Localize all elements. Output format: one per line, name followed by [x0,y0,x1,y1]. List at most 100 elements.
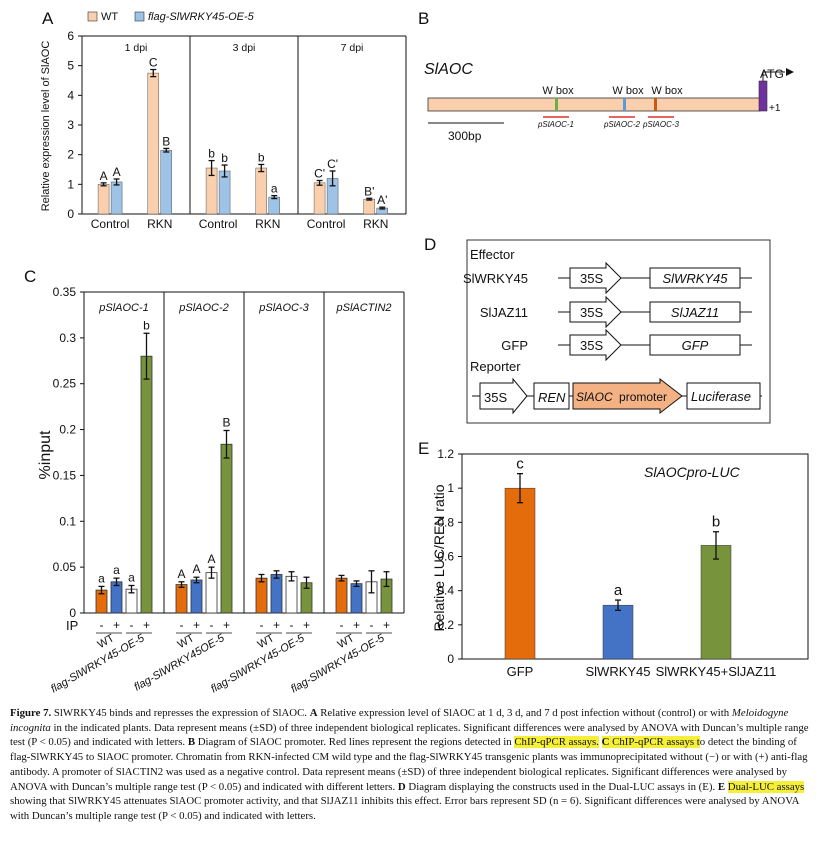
e-sig-letter: b [712,514,720,531]
caption-d: D [397,780,406,793]
e-ytick-label: 0.2 [437,618,454,632]
e-xtick-label: SlWRKY45+SlJAZ11 [656,664,777,679]
effector-gene-label: SlJAZ11 [671,305,719,320]
constructs-frame [466,239,771,424]
c-ip-sign: - [340,618,344,632]
c-ip-sign: + [113,618,120,632]
c-group-label: pSlAOC-1 [98,302,149,314]
panel-e-letter: E [418,439,429,458]
caption-a: A [309,707,318,719]
effector-name: GFP [501,338,528,353]
caption-s4: Diagram of SlAOC promoter. Red lines rep… [195,736,515,749]
c-ip-sign: + [223,618,230,632]
atg-arrow-head [786,68,794,76]
c-ip-sign: + [353,618,360,632]
e-bar [504,487,536,660]
effector-gene-box [649,301,741,323]
a-sig-letter: a [271,182,278,196]
e-sig-letter: a [614,582,623,599]
effector-35s-arrow [569,328,622,362]
effector-gene-label: SlWRKY45 [662,271,728,286]
a-sig-letter: A [113,165,121,179]
region-label-3: pSlAOC-3 [642,120,680,129]
caption-e: E [717,780,726,793]
c-bar [335,577,348,614]
panel-d-constructs: D Effector SlWRKY45 35S SlWRKY45 SlJAZ11 35S… [424,235,771,424]
a-group-label: 1 dpi [125,42,148,54]
caption-highlight-2: ChIP-qPCR assays t [609,736,700,749]
panel-e-yticks: 0 0.2 0.4 0.6 0.8 1 1.2 [437,447,462,666]
e-xtick-label: GFP [507,664,534,679]
a-sig-letter: A' [377,193,387,207]
a-xtick-label: RKN [363,217,388,231]
panel-c-letter: C [24,267,36,286]
aoc-promoter-arrow [572,377,683,415]
a-group-label: 7 dpi [341,42,364,54]
figure-caption: Figure 7. SlWRKY45 binds and represses t… [10,706,815,824]
a-sig-letter: A [100,169,108,183]
scale-label: 300bp [448,129,482,143]
a-ytick-label: 0 [67,207,74,221]
c-ip-sign: + [143,618,150,632]
e-ytick-label: 1.2 [437,447,454,461]
a-bar-wt [363,198,376,215]
panel-a-letter: A [42,9,54,28]
a-bar-wt [255,167,268,215]
region-label-2: pSlAOC-2 [603,120,641,129]
panel-a-ylabel: Relative expression level of SlAOC [40,41,52,212]
effector-35s-label: 35S [580,338,603,353]
c-ip-sign: + [383,618,390,632]
e-ytick-label: 0.6 [437,550,454,564]
a-bar-wt [97,184,110,215]
luciferase-label: Luciferase [691,389,751,404]
c-sig-letter: a [113,563,120,577]
legend-oe-label: flag-SlWRKY45-OE-5 [148,11,255,23]
c-sig-letter: B [222,415,230,429]
luciferase-box [686,382,761,410]
caption-s1: SlWRKY45 binds and represses the express… [51,707,310,719]
caption-highlight-1: ChIP-qPCR assays. [514,736,599,749]
a-xtick-label: Control [307,217,346,231]
caption-figure-number: Figure 7. [10,707,52,719]
c-ip-sign: - [130,618,134,632]
a-xtick-label: RKN [255,217,280,231]
caption-s8: showing that SlWRKY45 attenuates SlAOC p… [10,795,799,822]
aoc-gene-label: SlAOC [576,390,613,404]
effector-35s-arrow [569,261,622,295]
c-ytick-label: 0.15 [53,468,77,482]
c-ytick-label: 0.1 [59,514,76,528]
panel-e-ylabel: Relative LUC/REN ratio [431,484,447,631]
panel-c-yticks: 0 0.05 0.1 0.15 0.2 0.25 0.3 0.35 [53,285,84,620]
caption-species: Meloidogyne incognita [10,707,789,734]
effector-35s-arrow [569,295,622,329]
effector-label: Effector [470,247,515,262]
c-bar [110,581,123,614]
caption-s6: o detect the binding of flag-SlWRKY45 to… [10,736,808,793]
panel-e-dual-luc-chart: E Relative LUC/REN ratio 0 0.2 0.4 0.6 0.8 1 1… [418,439,809,679]
e-bar [602,604,634,660]
caption-s7: Diagram displaying the constructs used i… [405,780,718,793]
caption-c: C [601,736,610,749]
panel-e-title: SlAOCpro-LUC [644,464,741,480]
wbox-marker-3 [654,98,657,111]
panel-c-chip-chart: C %input 0 0.05 0.1 0.15 0.2 0.25 0.3 0.35 pSlA… [24,267,405,695]
a-bar-oe [110,181,123,215]
c-bar [285,575,298,614]
e-ytick-label: 0 [447,652,454,666]
caption-s2: Relative expression level of SlAOC at 1 … [317,707,732,719]
panel-c-plot-area: pSlAOC-1a-a+a-b+WTflag-SlWRKY45-OE-5pSlA… [49,291,405,695]
c-bar [270,574,283,614]
wbox-marker-1 [555,98,558,111]
effector-gene-label: GFP [682,338,709,353]
c-ip-sign: + [193,618,200,632]
c-sig-letter: A [207,552,215,566]
start-site-box [758,80,768,112]
c-ip-sign: - [290,618,294,632]
legend-wt-swatch [87,11,98,22]
effector-name: SlJAZ11 [480,305,528,320]
c-bar [255,577,268,614]
panel-c-ylabel: %input [37,430,54,479]
wbox-label-3: W box [651,85,683,97]
e-ytick-label: 0.8 [437,515,454,529]
a-ytick-label: 6 [67,29,74,43]
